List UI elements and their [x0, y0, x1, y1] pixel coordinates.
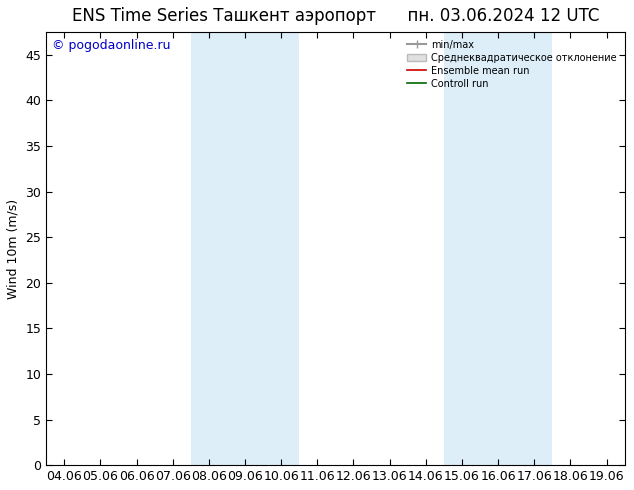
Text: © pogodaonline.ru: © pogodaonline.ru [52, 39, 171, 51]
Y-axis label: Wind 10m (m/s): Wind 10m (m/s) [7, 198, 20, 299]
Title: ENS Time Series Ташкент аэропорт      пн. 03.06.2024 12 UTC: ENS Time Series Ташкент аэропорт пн. 03.… [72, 7, 599, 25]
Legend: min/max, Среднеквадратическое отклонение, Ensemble mean run, Controll run: min/max, Среднеквадратическое отклонение… [404, 37, 620, 92]
Bar [444, 32, 552, 465]
Bar [191, 32, 299, 465]
